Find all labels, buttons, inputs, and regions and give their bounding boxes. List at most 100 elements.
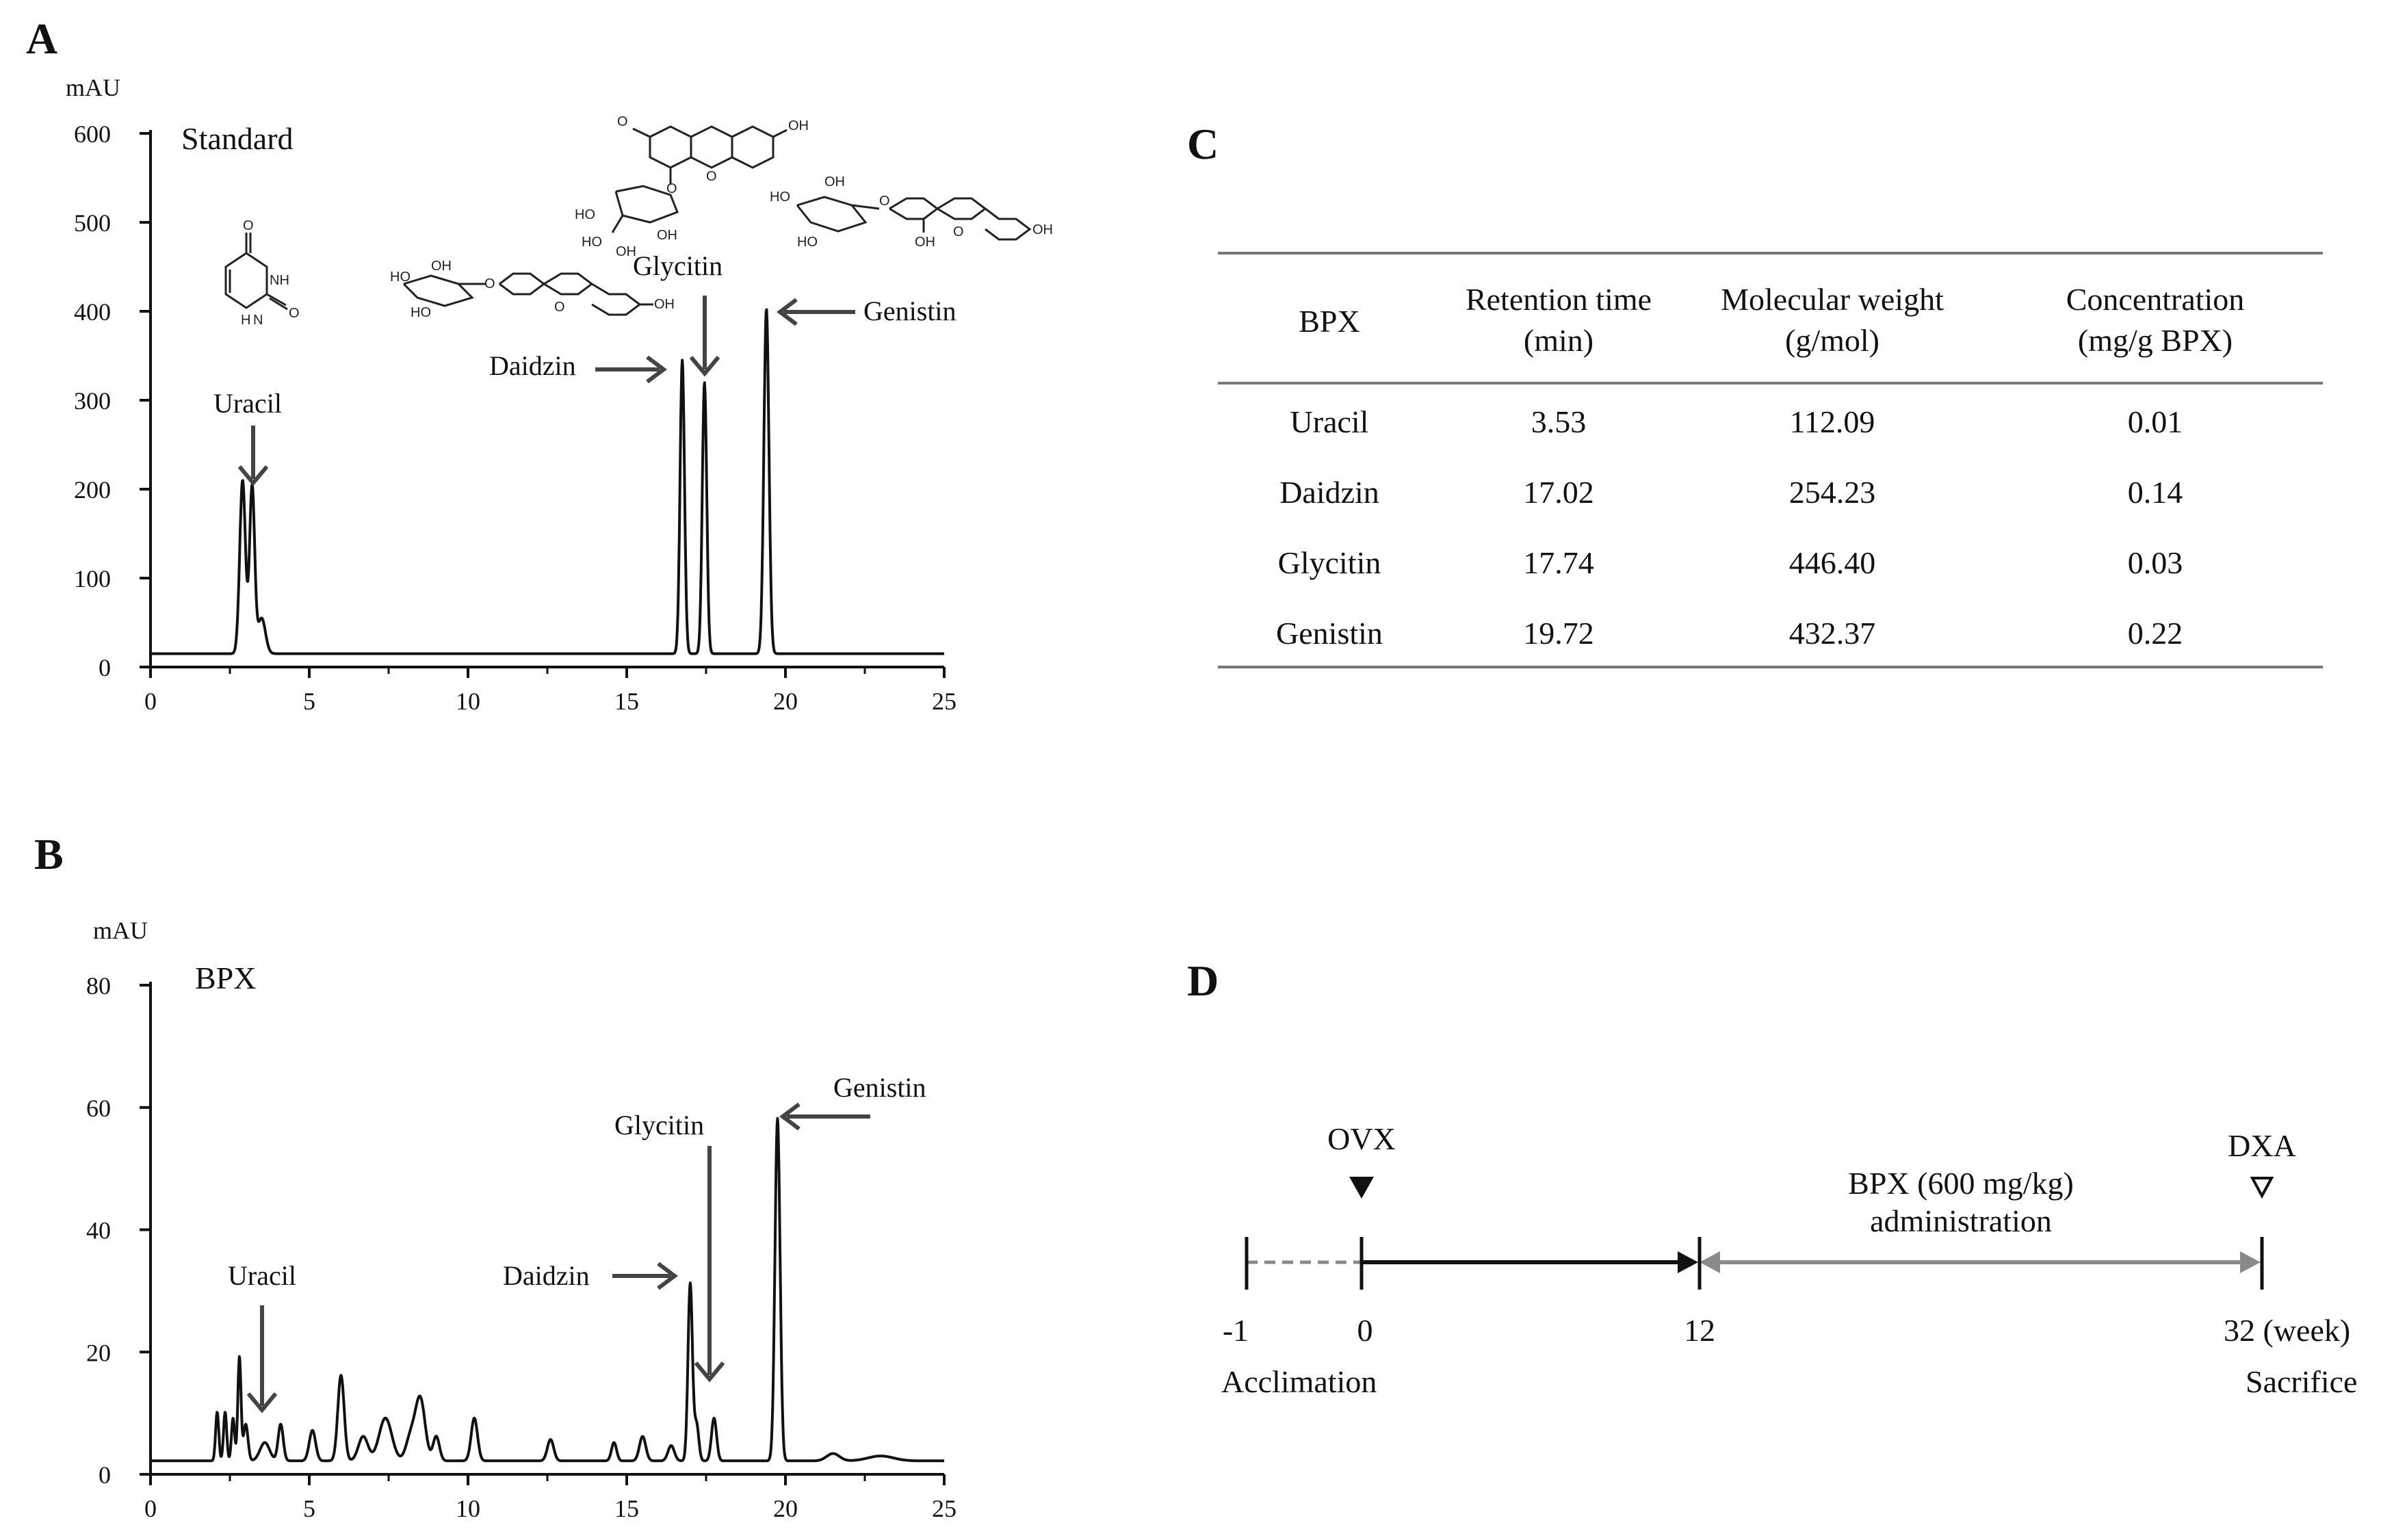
svg-text:OH: OH	[788, 118, 809, 133]
chart-b-title: BPX	[195, 961, 256, 995]
chart-a-label-genistin: Genistin	[863, 296, 957, 326]
timeline-bpx-label: BPX (600 mg/kg)	[1848, 1166, 2074, 1201]
chart-b-label-glycitin: Glycitin	[614, 1110, 704, 1140]
chart-b-label-uracil: Uracil	[228, 1260, 296, 1291]
x-tick-label: 0	[144, 688, 157, 715]
table-cell: 17.74	[1523, 545, 1594, 580]
table-row: Daidzin 17.02 254.23 0.14	[1279, 475, 2183, 510]
chart-b-label-daidzin: Daidzin	[503, 1260, 590, 1291]
chart-b-arrow-glycitin	[694, 1146, 725, 1383]
svg-text:O: O	[666, 181, 677, 196]
table-cell: 0.22	[2128, 616, 2183, 651]
table-cell: Genistin	[1276, 616, 1383, 651]
chart-a-trace	[149, 308, 946, 655]
chart-b-label-genistin: Genistin	[833, 1072, 926, 1103]
table-cell: 254.23	[1789, 475, 1876, 510]
chart-a-arrow-glycitin	[689, 296, 720, 377]
chart-a: 0 5 10 15 20 25 0 100 200 300 400 500 600 mAU Standa…	[66, 74, 1053, 715]
svg-text:N: N	[253, 313, 263, 328]
table-cell: 17.02	[1523, 475, 1594, 510]
timeline-label-sacrifice: Sacrifice	[2246, 1364, 2357, 1399]
y-tick-label: 400	[74, 298, 111, 326]
table-cell: 19.72	[1523, 616, 1594, 651]
timeline-tick-label: 12	[1684, 1313, 1715, 1348]
timeline-event-ovx: OVX	[1327, 1121, 1396, 1156]
svg-text:OH: OH	[654, 297, 675, 312]
y-tick-label: 300	[74, 387, 111, 415]
genistin-structure-icon: HO HO OH O OH O OH	[770, 174, 1053, 250]
table-header-cell: BPX	[1299, 304, 1359, 339]
svg-text:OH: OH	[657, 228, 677, 243]
chart-b-arrow-genistin	[779, 1102, 870, 1131]
svg-text:O: O	[243, 218, 254, 233]
timeline-bpx-label-2: administration	[1870, 1203, 2052, 1238]
chart-a-label-glycitin: Glycitin	[633, 250, 723, 281]
chart-b: 0 5 10 15 20 25 0 20 40 60 80 mAU BPX Uracil Daidz…	[86, 917, 957, 1522]
svg-text:OH: OH	[431, 259, 452, 274]
dxa-marker-icon	[2250, 1177, 2274, 1199]
table-row: Glycitin 17.74 446.40 0.03	[1278, 545, 2183, 580]
table-header-cell: Concentration	[2066, 282, 2245, 317]
svg-text:HO: HO	[582, 235, 602, 250]
chart-b-y-label: mAU	[93, 917, 148, 944]
svg-text:HO: HO	[390, 270, 411, 285]
svg-text:HO: HO	[770, 190, 790, 205]
y-tick-label: 100	[74, 565, 111, 592]
glycitin-structure-icon: O O O OH HO HO OH OH	[575, 114, 809, 259]
uracil-structure-icon: O NH H N O	[224, 218, 300, 328]
y-tick-label: 40	[86, 1217, 111, 1244]
timeline-arrowhead-left-icon	[1700, 1251, 1720, 1273]
svg-text:O: O	[484, 276, 495, 291]
chart-a-arrow-uracil	[237, 426, 269, 486]
y-tick-label: 60	[86, 1095, 111, 1122]
svg-text:O: O	[617, 114, 628, 129]
table-header-cell-unit: (g/mol)	[1785, 323, 1879, 358]
timeline-label-acclimation: Acclimation	[1221, 1364, 1377, 1399]
svg-text:NH: NH	[270, 273, 289, 288]
svg-text:O: O	[706, 169, 717, 184]
svg-text:HO: HO	[797, 235, 818, 250]
svg-text:OH: OH	[616, 244, 636, 259]
chart-a-arrow-daidzin	[595, 355, 667, 384]
timeline-arrowhead-right-icon	[1678, 1251, 1698, 1273]
timeline-tick-label: 32 (week)	[2224, 1313, 2350, 1348]
svg-text:O: O	[289, 306, 300, 321]
chart-b-arrow-uracil	[246, 1305, 278, 1413]
table-cell: 446.40	[1789, 545, 1876, 580]
x-tick-label: 15	[614, 1495, 639, 1522]
table-header-cell: Retention time	[1466, 282, 1652, 317]
x-tick-label: 20	[773, 688, 798, 715]
svg-text:OH: OH	[824, 174, 845, 190]
x-tick-label: 25	[932, 1495, 957, 1522]
x-tick-label: 5	[303, 1495, 315, 1522]
timeline-event-dxa: DXA	[2228, 1128, 2296, 1163]
svg-text:OH: OH	[1032, 222, 1053, 237]
table-header-cell-unit: (mg/g BPX)	[2078, 323, 2233, 358]
y-tick-label: 20	[86, 1339, 111, 1366]
svg-text:H: H	[241, 313, 250, 328]
svg-text:OH: OH	[915, 235, 935, 250]
svg-text:O: O	[953, 224, 964, 239]
table-row: Uracil 3.53 112.09 0.01	[1290, 404, 2183, 439]
panel-letter-b: B	[34, 830, 64, 878]
table-cell: 432.37	[1789, 616, 1876, 651]
table-cell: Uracil	[1290, 404, 1369, 439]
y-tick-label: 500	[74, 209, 111, 237]
y-tick-label: 600	[74, 120, 111, 148]
table-cell: 0.03	[2128, 545, 2183, 580]
chart-a-y-label: mAU	[66, 74, 120, 101]
panel-letter-a: A	[26, 14, 57, 63]
y-tick-label: 0	[99, 654, 111, 681]
chart-a-label-uracil: Uracil	[213, 388, 282, 419]
table-header-cell: Molecular weight	[1721, 282, 1944, 317]
timeline-arrowhead-right-icon	[2240, 1251, 2261, 1273]
x-tick-label: 20	[773, 1495, 798, 1522]
chart-a-title: Standard	[181, 121, 294, 156]
daidzin-structure-icon: HO OH HO O O OH	[390, 259, 675, 320]
timeline-tick-label: 0	[1357, 1313, 1373, 1348]
chart-b-arrow-daidzin	[612, 1262, 678, 1290]
table-cell: 0.01	[2128, 404, 2183, 439]
chart-a-label-daidzin: Daidzin	[489, 350, 576, 381]
svg-text:HO: HO	[411, 305, 431, 320]
svg-text:O: O	[879, 194, 890, 209]
